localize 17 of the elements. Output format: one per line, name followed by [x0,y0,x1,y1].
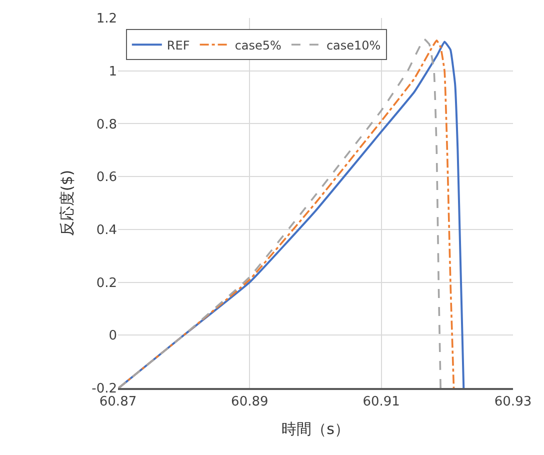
x-tick-label: 60.93 [494,394,532,410]
y-tick-label: 1 [108,64,117,80]
legend-label: case10% [326,38,381,52]
y-tick-label: 0.6 [96,170,117,186]
legend-label: case5% [234,38,282,52]
x-tick-label: 60.87 [99,394,137,410]
y-axis-title: 反応度($) [58,170,76,236]
x-tick-label: 60.91 [362,394,400,410]
y-tick-label: -0.2 [92,382,117,397]
y-tick-label: 0.2 [96,276,117,291]
y-tick-label: 0 [108,328,117,344]
x-tick-label: 60.89 [231,394,268,410]
x-axis-title: 時間（s） [282,420,350,438]
y-tick-label: 1.2 [96,12,117,27]
legend-label: REF [166,38,190,52]
y-tick-label: 0.4 [96,222,117,238]
y-tick-label: 0.8 [96,117,117,132]
